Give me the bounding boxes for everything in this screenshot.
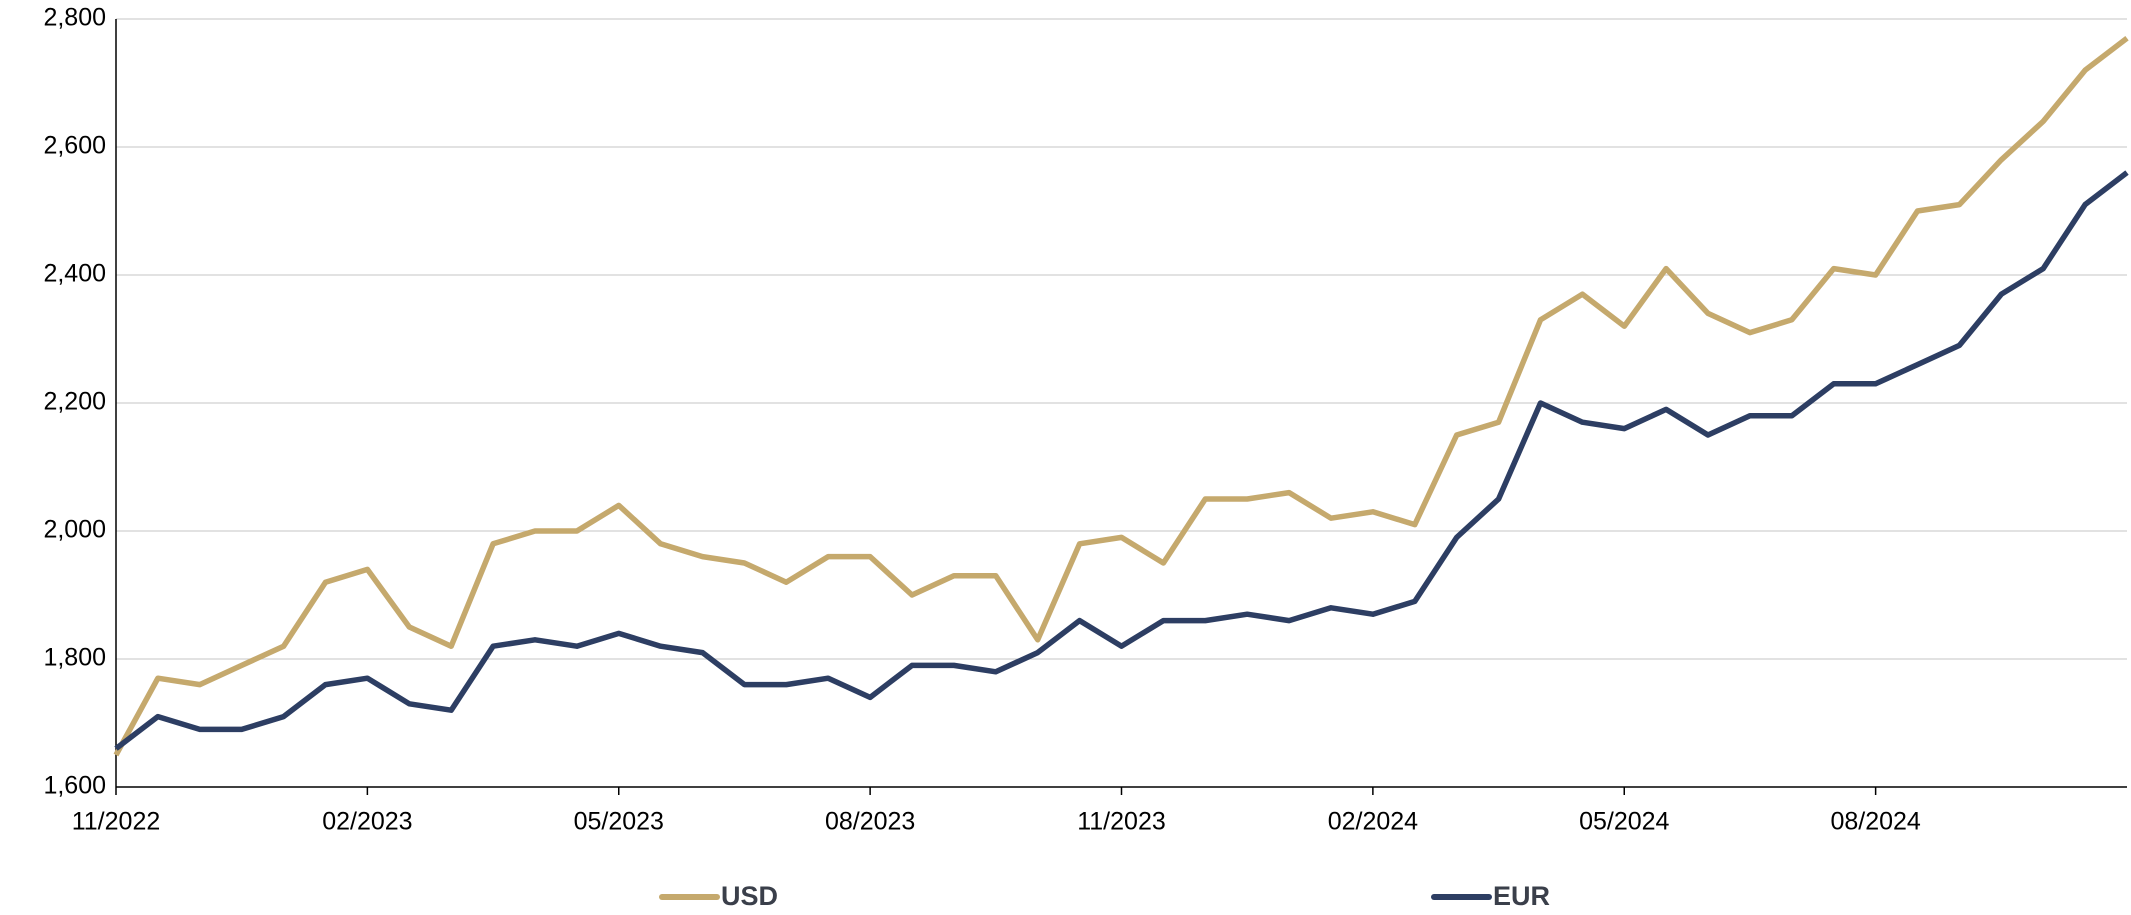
line-series (113, 36, 2129, 757)
y-tick-label: 2,400 (43, 260, 106, 288)
x-tick-label: 08/2023 (825, 808, 915, 836)
y-tick-label: 2,200 (43, 388, 106, 416)
x-tick-label: 02/2024 (1328, 808, 1418, 836)
x-tick-label: 05/2023 (574, 808, 664, 836)
x-tick-label: 11/2022 (72, 808, 161, 836)
y-tick-label: 1,600 (43, 772, 106, 800)
y-tick-label: 2,800 (43, 4, 106, 32)
legend-label: USD (721, 881, 778, 911)
y-tick-label: 1,800 (43, 644, 106, 672)
y-tick-label: 2,600 (43, 132, 106, 160)
x-tick-label: 02/2023 (322, 808, 412, 836)
x-tick-label: 11/2023 (1077, 808, 1166, 836)
line-series (114, 170, 2129, 751)
x-tick-label: 05/2024 (1579, 808, 1669, 836)
legend-label: EUR (1493, 881, 1550, 911)
y-tick-label: 2,000 (43, 516, 106, 544)
x-tick-label: 08/2024 (1830, 808, 1920, 836)
